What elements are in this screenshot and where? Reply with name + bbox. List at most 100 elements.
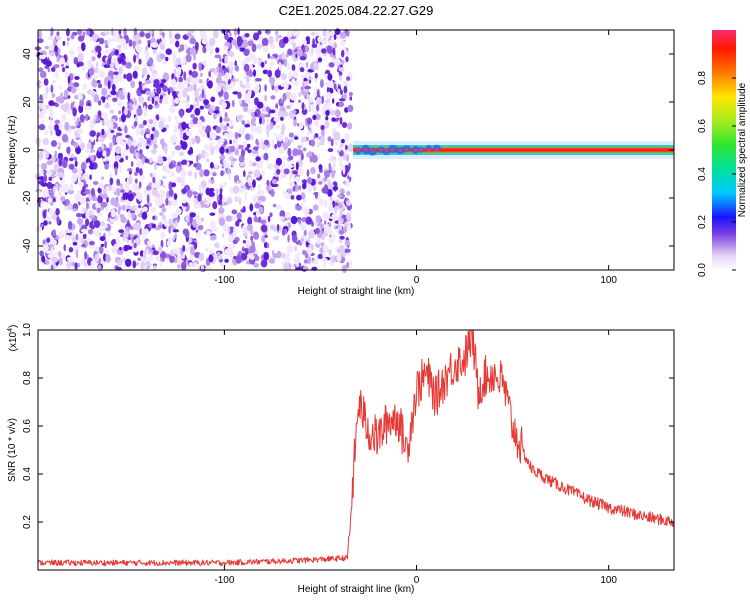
noise-speckle bbox=[269, 212, 273, 218]
noise-speckle bbox=[165, 48, 172, 55]
noise-speckle bbox=[86, 27, 91, 36]
noise-speckle bbox=[58, 230, 64, 240]
signal-blob-core bbox=[426, 148, 431, 152]
noise-speckle bbox=[106, 59, 109, 66]
noise-speckle bbox=[284, 195, 292, 200]
noise-speckle bbox=[323, 199, 328, 208]
noise-speckle bbox=[244, 83, 252, 90]
noise-speckle bbox=[125, 134, 131, 139]
noise-speckle bbox=[239, 161, 246, 167]
noise-speckle bbox=[168, 162, 174, 169]
noise-speckle bbox=[169, 104, 176, 114]
snr-x-label: Height of straight line (km) bbox=[298, 584, 415, 595]
noise-speckle bbox=[314, 192, 318, 199]
noise-speckle bbox=[209, 75, 214, 80]
noise-speckle bbox=[317, 192, 321, 201]
noise-speckle bbox=[272, 249, 275, 256]
noise-speckle bbox=[128, 246, 133, 250]
noise-speckle bbox=[197, 224, 204, 231]
noise-speckle bbox=[276, 250, 282, 259]
noise-speckle bbox=[321, 48, 327, 54]
noise-speckle bbox=[156, 57, 162, 63]
noise-speckle bbox=[196, 98, 199, 108]
noise-speckle bbox=[266, 179, 270, 187]
noise-speckle bbox=[297, 168, 304, 176]
noise-speckle bbox=[286, 62, 291, 70]
noise-speckle bbox=[138, 181, 142, 189]
noise-speckle bbox=[225, 215, 233, 222]
y-tick-label: 0.8 bbox=[22, 371, 33, 385]
noise-speckle bbox=[227, 236, 233, 243]
noise-speckle bbox=[114, 49, 119, 56]
noise-speckle bbox=[120, 189, 125, 193]
noise-speckle bbox=[136, 53, 139, 59]
noise-speckle bbox=[66, 256, 73, 262]
noise-speckle bbox=[345, 200, 352, 206]
noise-speckle bbox=[91, 197, 99, 202]
noise-speckle bbox=[305, 44, 308, 54]
noise-speckle bbox=[198, 97, 205, 102]
noise-speckle bbox=[189, 37, 197, 45]
noise-speckle bbox=[119, 247, 122, 251]
noise-speckle bbox=[308, 49, 313, 57]
noise-speckle bbox=[316, 142, 320, 147]
noise-speckle bbox=[148, 95, 155, 99]
noise-speckle bbox=[76, 217, 84, 225]
noise-speckle bbox=[120, 38, 127, 47]
noise-speckle bbox=[172, 229, 179, 233]
noise-speckle bbox=[333, 33, 337, 41]
noise-speckle bbox=[267, 215, 271, 223]
noise-speckle bbox=[115, 256, 121, 261]
noise-speckle bbox=[339, 235, 345, 240]
noise-speckle bbox=[48, 190, 55, 197]
noise-speckle bbox=[292, 41, 297, 50]
noise-speckle bbox=[348, 210, 353, 215]
noise-speckle bbox=[339, 143, 344, 148]
noise-speckle bbox=[254, 202, 261, 209]
noise-speckle bbox=[63, 244, 67, 252]
noise-speckle bbox=[234, 131, 239, 140]
noise-speckle bbox=[339, 75, 343, 81]
noise-speckle bbox=[71, 167, 78, 174]
noise-speckle bbox=[76, 63, 80, 67]
noise-speckle bbox=[89, 174, 92, 180]
noise-speckle bbox=[160, 231, 166, 240]
noise-speckle bbox=[102, 193, 108, 200]
noise-speckle bbox=[62, 184, 70, 193]
signal-blob-core bbox=[434, 148, 439, 152]
noise-speckle bbox=[224, 162, 230, 169]
noise-speckle bbox=[336, 253, 342, 262]
noise-speckle bbox=[68, 50, 75, 56]
noise-speckle bbox=[247, 176, 252, 183]
noise-speckle bbox=[279, 210, 286, 219]
noise-speckle bbox=[277, 110, 284, 118]
noise-speckle bbox=[79, 136, 83, 145]
noise-speckle bbox=[138, 81, 142, 86]
noise-speckle bbox=[333, 83, 337, 90]
noise-speckle bbox=[174, 33, 181, 40]
noise-speckle bbox=[327, 189, 333, 197]
noise-speckle bbox=[101, 87, 108, 96]
noise-speckle bbox=[213, 68, 218, 75]
noise-speckle bbox=[105, 254, 111, 263]
noise-speckle bbox=[341, 49, 345, 58]
noise-speckle bbox=[249, 203, 254, 212]
noise-speckle bbox=[55, 208, 60, 216]
noise-speckle bbox=[198, 79, 203, 84]
noise-speckle bbox=[203, 197, 207, 206]
noise-speckle bbox=[328, 162, 332, 169]
noise-speckle bbox=[134, 115, 138, 122]
noise-speckle bbox=[161, 79, 167, 83]
noise-speckle bbox=[223, 196, 226, 200]
noise-speckle bbox=[280, 82, 285, 87]
noise-speckle bbox=[152, 250, 159, 256]
noise-speckle bbox=[268, 55, 275, 60]
noise-speckle bbox=[162, 127, 167, 132]
noise-speckle bbox=[303, 81, 309, 85]
noise-speckle bbox=[185, 130, 192, 137]
noise-speckle bbox=[262, 107, 266, 112]
noise-speckle bbox=[122, 234, 126, 242]
noise-speckle bbox=[326, 91, 333, 100]
noise-speckle bbox=[329, 109, 336, 116]
